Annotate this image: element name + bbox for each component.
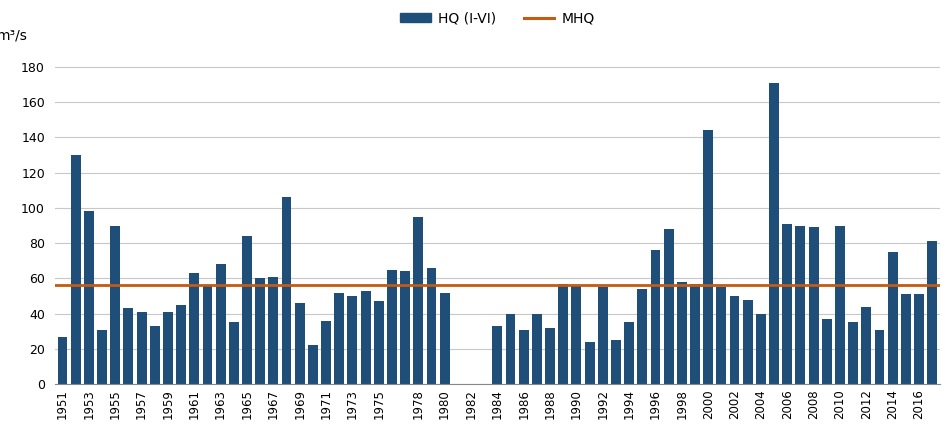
Bar xyxy=(321,321,331,384)
Bar xyxy=(256,279,265,384)
Bar xyxy=(677,282,687,384)
Bar xyxy=(426,268,437,384)
Bar xyxy=(716,287,726,384)
Bar xyxy=(387,270,397,384)
Bar xyxy=(348,296,357,384)
Bar xyxy=(176,305,186,384)
Bar xyxy=(439,293,450,384)
Bar xyxy=(809,227,818,384)
Bar xyxy=(742,299,753,384)
Bar xyxy=(71,155,80,384)
Bar xyxy=(374,301,384,384)
Bar xyxy=(637,289,647,384)
Bar xyxy=(492,326,502,384)
Bar xyxy=(123,308,134,384)
Bar xyxy=(519,330,528,384)
Bar xyxy=(281,197,292,384)
Bar xyxy=(229,322,239,384)
Bar xyxy=(506,314,515,384)
Bar xyxy=(216,264,225,384)
Bar xyxy=(361,291,370,384)
Bar xyxy=(651,250,660,384)
Bar xyxy=(664,229,673,384)
Bar xyxy=(598,287,608,384)
Bar xyxy=(84,211,94,384)
Bar xyxy=(334,293,344,384)
Bar xyxy=(189,273,199,384)
Bar xyxy=(704,130,713,384)
Bar xyxy=(624,322,634,384)
Bar xyxy=(611,340,621,384)
Bar xyxy=(110,225,120,384)
Bar xyxy=(729,296,740,384)
Bar xyxy=(308,345,318,384)
Bar xyxy=(268,276,278,384)
Bar xyxy=(835,225,845,384)
Legend: HQ (I-VI), MHQ: HQ (I-VI), MHQ xyxy=(395,6,600,31)
Bar xyxy=(559,284,568,384)
Bar xyxy=(874,330,884,384)
Bar xyxy=(413,217,423,384)
Bar xyxy=(98,330,107,384)
Bar xyxy=(571,285,581,384)
Bar xyxy=(58,337,67,384)
Bar xyxy=(242,236,252,384)
Bar xyxy=(584,342,595,384)
Bar xyxy=(914,294,924,384)
Bar xyxy=(401,271,410,384)
Bar xyxy=(795,225,805,384)
Bar xyxy=(927,242,938,384)
Bar xyxy=(901,294,911,384)
Bar xyxy=(150,326,160,384)
Bar xyxy=(163,312,173,384)
Bar xyxy=(887,252,898,384)
Bar xyxy=(136,312,147,384)
Bar xyxy=(756,314,766,384)
Bar xyxy=(862,307,871,384)
Bar xyxy=(769,83,779,384)
Bar xyxy=(203,285,212,384)
Bar xyxy=(295,303,305,384)
Bar xyxy=(690,284,700,384)
Bar xyxy=(849,322,858,384)
Bar xyxy=(782,224,792,384)
Text: m³/s: m³/s xyxy=(0,29,28,43)
Bar xyxy=(532,314,542,384)
Bar xyxy=(545,328,555,384)
Bar xyxy=(822,319,831,384)
